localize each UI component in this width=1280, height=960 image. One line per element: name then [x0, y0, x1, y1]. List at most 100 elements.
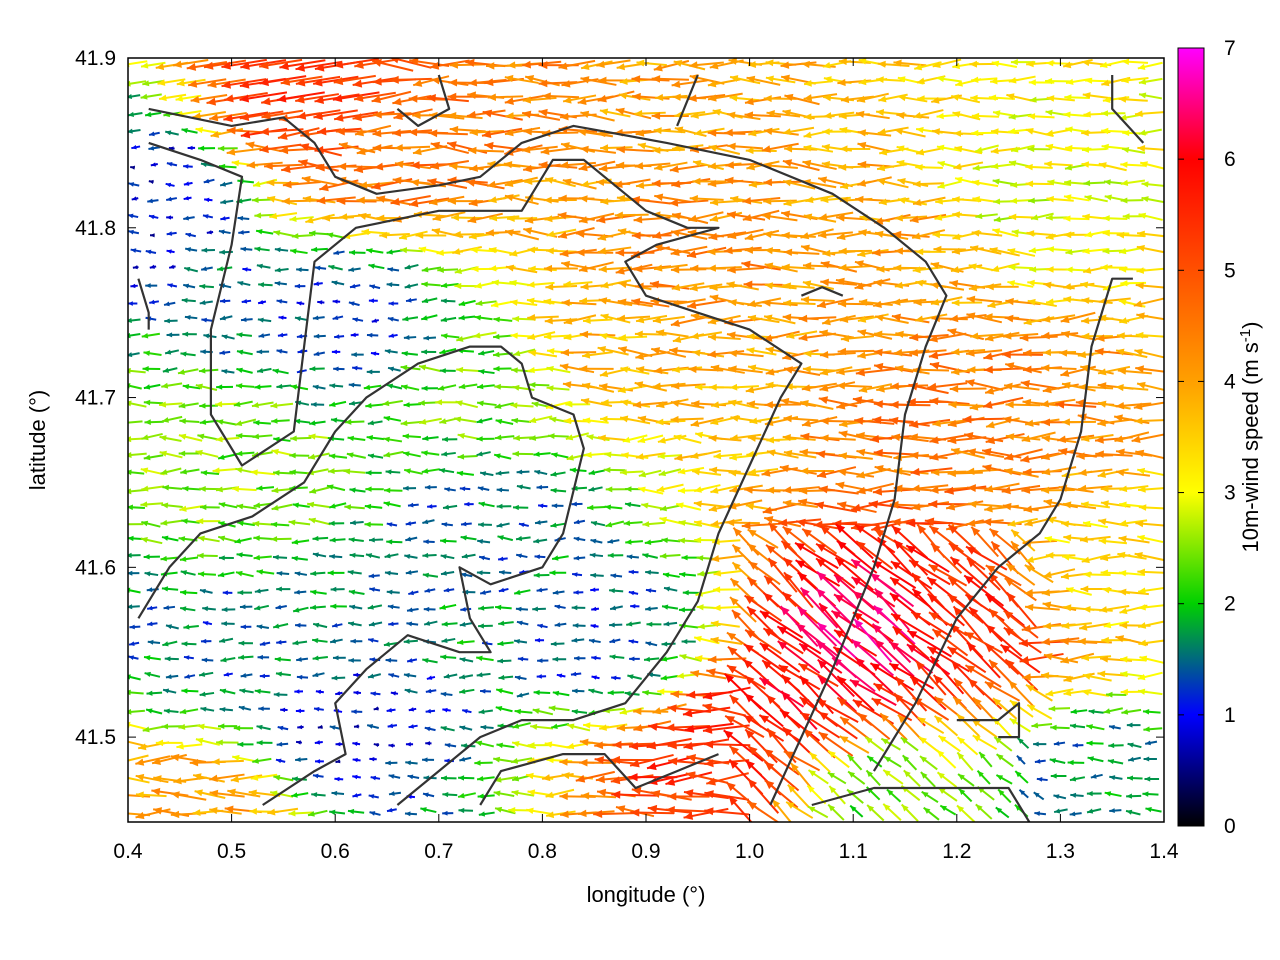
wind-vector [422, 757, 435, 763]
wind-vector [656, 483, 684, 493]
wind-vector [254, 384, 272, 390]
wind-vector [545, 283, 578, 291]
wind-vector [161, 382, 183, 389]
wind-vector [993, 736, 1013, 752]
wind-vector [744, 629, 782, 655]
wind-vector [161, 535, 179, 542]
wind-vector [164, 656, 179, 662]
colorbar-tick-label: 1 [1224, 704, 1236, 727]
wind-vector [1126, 793, 1142, 799]
wind-vector [474, 760, 493, 766]
wind-vector [296, 267, 309, 273]
wind-vector [815, 557, 856, 589]
wind-vector [619, 415, 651, 425]
wind-vector [364, 503, 383, 510]
wind-vector [1095, 450, 1133, 459]
wind-vector [441, 522, 453, 527]
wind-vector [295, 740, 303, 745]
wind-vector [180, 589, 198, 596]
wind-vector [562, 94, 597, 104]
wind-vector [984, 331, 1020, 342]
wind-vector [333, 250, 345, 256]
wind-vector [952, 605, 984, 643]
wind-vector [441, 621, 458, 627]
wind-vector [1119, 485, 1149, 493]
wind-vector [328, 502, 347, 509]
wind-vector [405, 536, 418, 542]
wind-vector [573, 536, 586, 542]
contour-line [872, 277, 1133, 772]
wind-vector [727, 228, 764, 240]
wind-vector [1135, 282, 1164, 290]
wind-vector [778, 664, 821, 691]
wind-vector [424, 726, 436, 732]
wind-vector [1125, 809, 1141, 816]
wind-vector [1034, 758, 1046, 764]
wind-vector [259, 143, 302, 154]
wind-vector [836, 367, 871, 376]
wind-vector [818, 602, 854, 644]
wind-vector [168, 264, 176, 269]
wind-vector [276, 639, 287, 645]
wind-vector [459, 486, 471, 492]
wind-vector [1082, 92, 1113, 100]
wind-vector [385, 469, 401, 475]
wind-vector [163, 708, 179, 714]
wind-vector [348, 589, 365, 595]
wind-vector [1060, 311, 1096, 324]
wind-vector [516, 484, 531, 490]
wind-vector [183, 624, 199, 630]
wind-vector [894, 214, 928, 222]
wind-vector [516, 692, 530, 698]
wind-vector [178, 723, 201, 730]
wind-vector [968, 606, 1003, 643]
wind-vector [597, 90, 635, 103]
wind-vector [330, 603, 347, 610]
wind-vector [919, 755, 938, 771]
wind-vector [329, 809, 346, 815]
wind-vector [609, 654, 625, 660]
wind-vector [206, 230, 214, 235]
wind-vector [660, 675, 679, 681]
wind-vector [726, 331, 763, 340]
wind-vector [478, 623, 493, 629]
wind-vector [239, 91, 288, 103]
wind-vector [1065, 586, 1092, 596]
wind-vector [846, 788, 864, 804]
wind-vector [1141, 181, 1164, 188]
wind-vector [504, 194, 539, 206]
wind-vector [802, 365, 836, 373]
wind-vector [1127, 742, 1142, 749]
wind-vector [911, 484, 949, 493]
wind-vector [420, 807, 437, 814]
wind-vector [543, 196, 577, 204]
wind-vector [1053, 741, 1066, 746]
wind-vector [1007, 280, 1034, 288]
wind-vector [661, 604, 679, 610]
wind-vector [178, 450, 200, 457]
wind-vector [366, 332, 379, 338]
wind-vector [1021, 431, 1056, 443]
wind-vector [404, 283, 419, 289]
wind-vector [135, 791, 167, 799]
wind-vector [1041, 314, 1076, 323]
wind-vector [327, 570, 345, 576]
wind-vector [782, 525, 816, 553]
wind-vector [803, 144, 834, 153]
wind-vector [1014, 770, 1029, 784]
wind-vector [422, 519, 435, 525]
wind-vector [707, 314, 741, 325]
contour-line [137, 278, 150, 330]
wind-vector [442, 791, 458, 798]
wind-vector [393, 108, 433, 120]
wind-vector [800, 228, 834, 240]
wind-vector [494, 402, 514, 409]
wind-vector [422, 435, 439, 441]
wind-vector [343, 468, 366, 475]
wind-vector [603, 466, 626, 473]
wind-vector [1050, 724, 1070, 731]
wind-vector [743, 643, 785, 673]
wind-vector [199, 403, 218, 409]
wind-vector [1081, 297, 1113, 305]
